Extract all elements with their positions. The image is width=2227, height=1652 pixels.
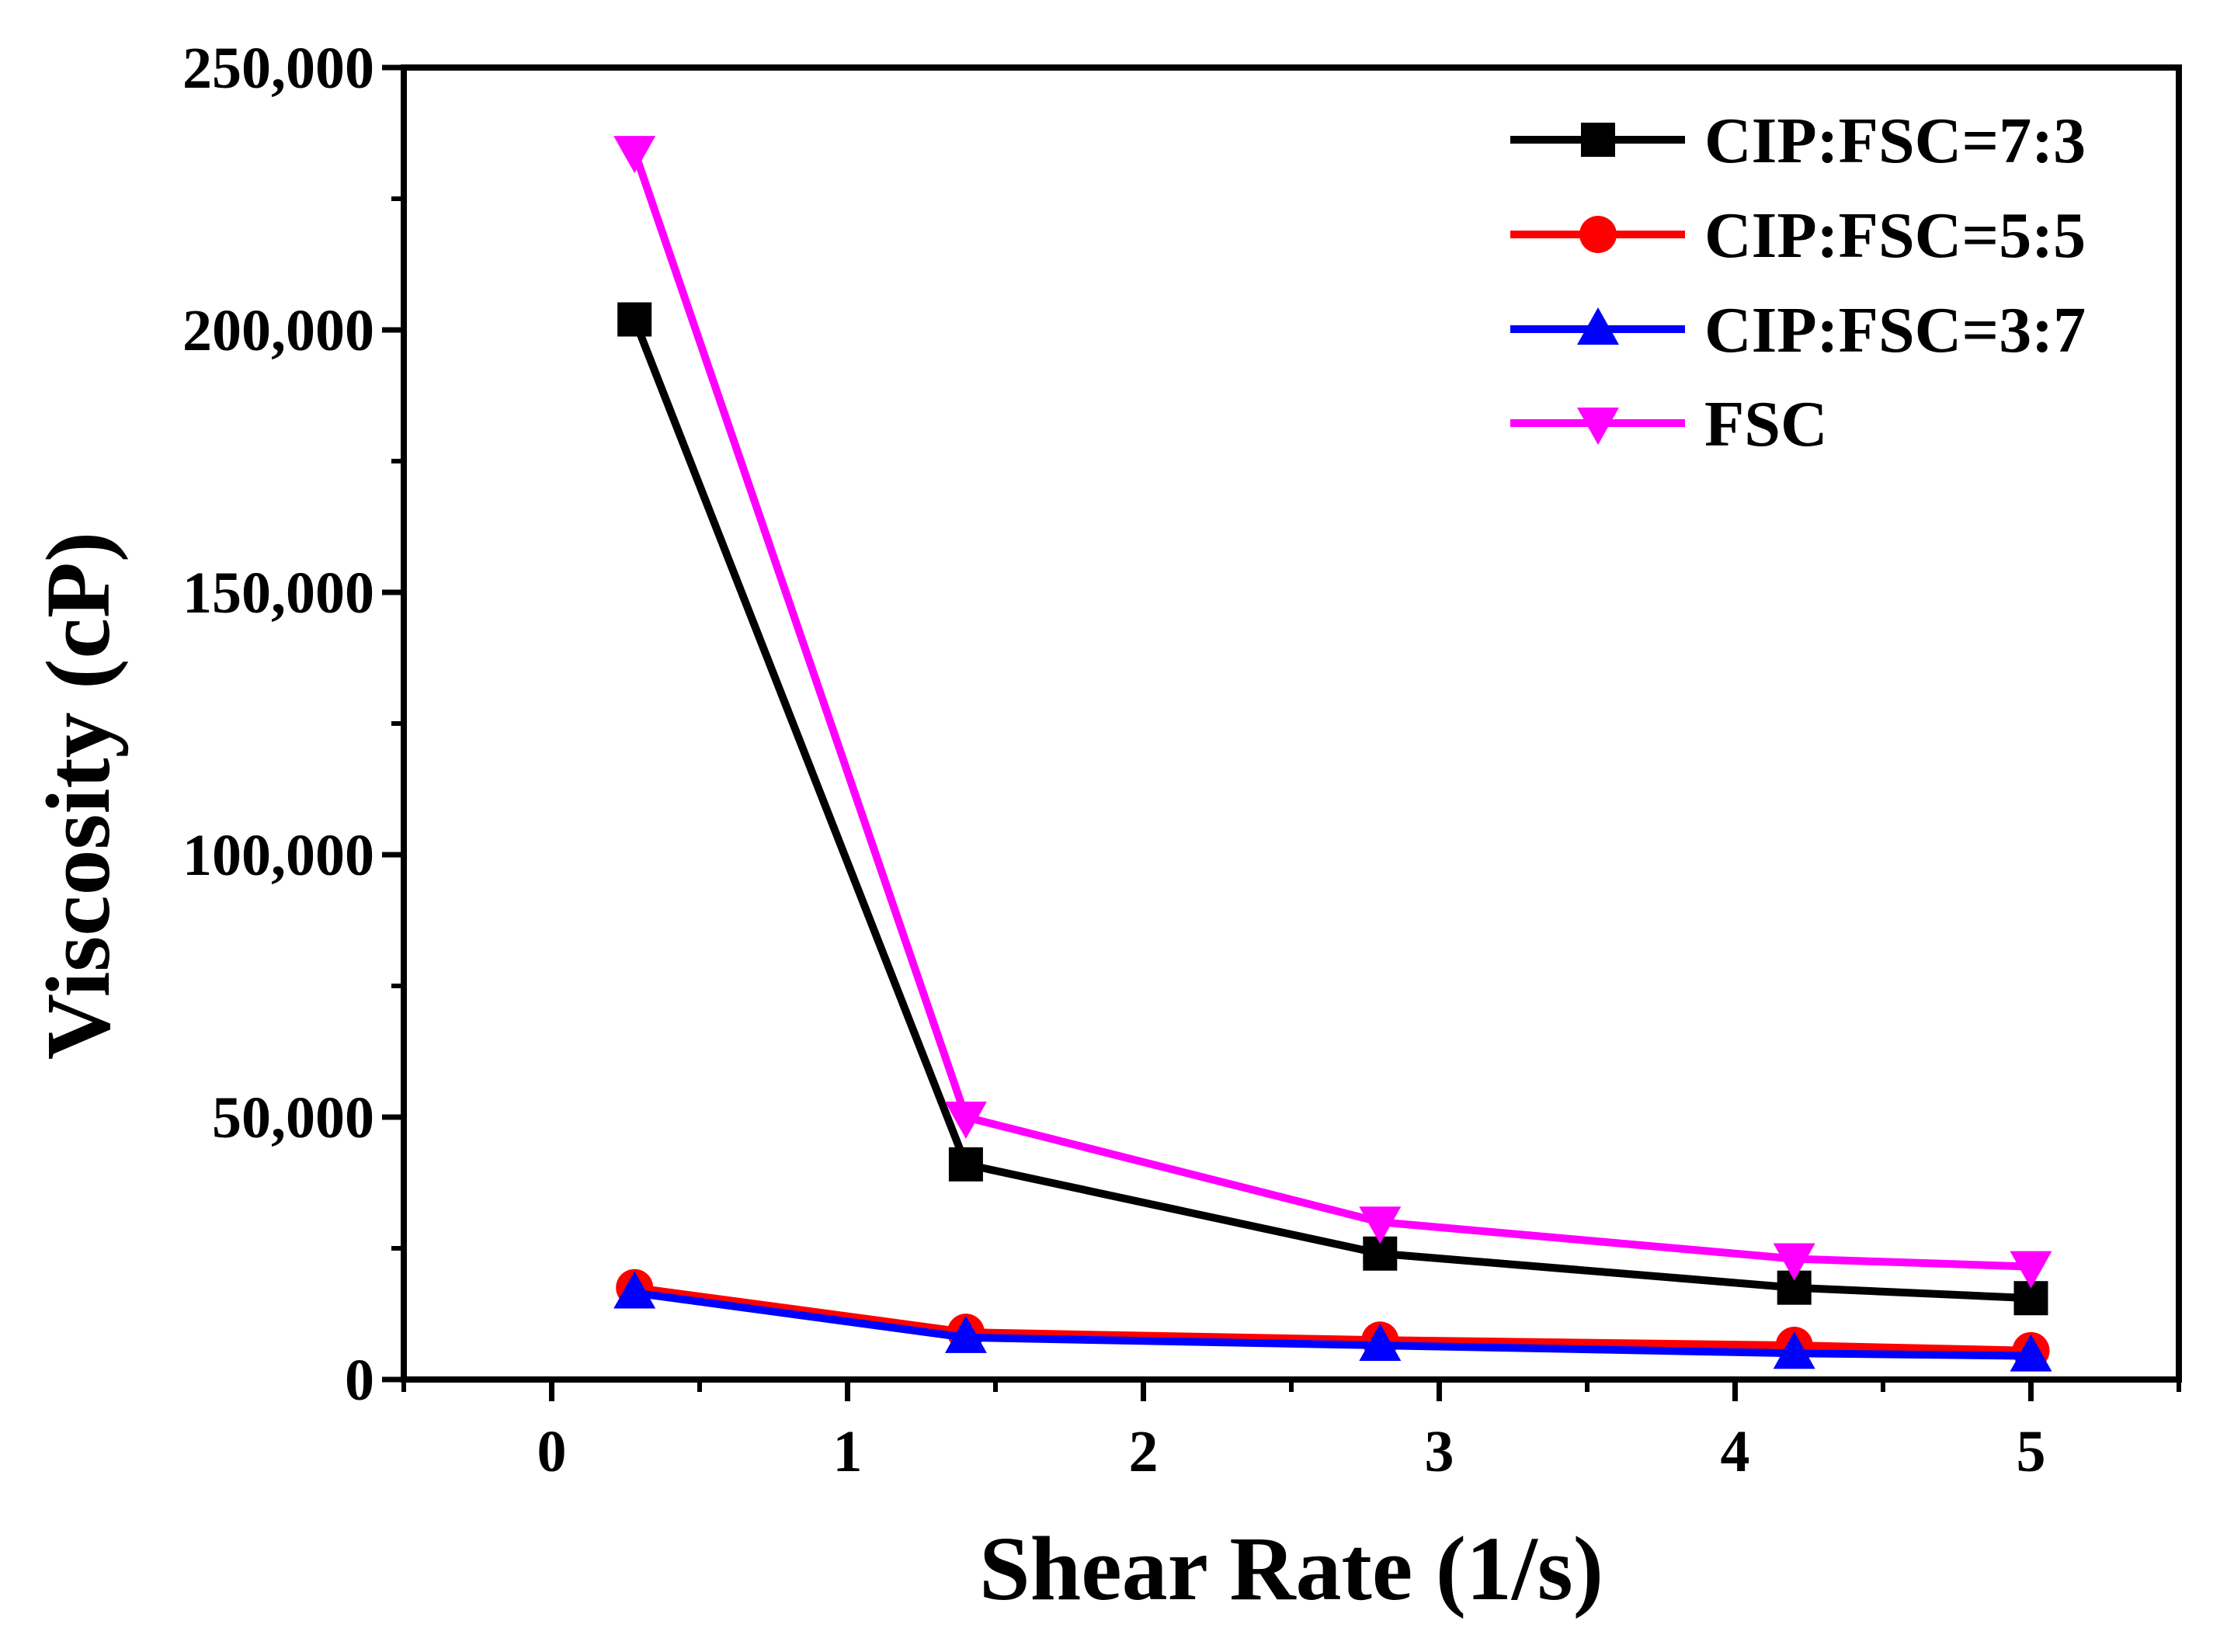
x-tick-label: 2 [1129, 1419, 1159, 1484]
x-axis-title: Shear Rate (1/s) [979, 1518, 1603, 1619]
series-line-cip-fsc-7-3 [631, 318, 2031, 1303]
data-point-fsc [2010, 1251, 2052, 1289]
data-point-fsc [944, 1102, 987, 1139]
y-tick-label: 50,000 [212, 1085, 374, 1150]
series-layer [613, 136, 2052, 1372]
data-point-cip-fsc-3-7 [944, 1315, 987, 1353]
y-tick-label: 200,000 [182, 298, 374, 363]
data-point-fsc [613, 136, 656, 174]
y-axis-title: Viscosity (cP) [27, 532, 129, 1060]
y-tick-label: 250,000 [182, 36, 374, 101]
x-tick-label: 4 [1721, 1419, 1750, 1484]
data-point-cip-fsc-3-7 [1773, 1331, 1815, 1369]
legend-marker [1579, 216, 1617, 253]
data-point-cip-fsc-3-7 [613, 1271, 656, 1309]
data-point-cip-fsc-7-3 [948, 1147, 983, 1182]
y-tick-label: 0 [345, 1348, 374, 1413]
data-point-cip-fsc-3-7 [2010, 1334, 2052, 1372]
x-tick-label: 0 [537, 1419, 567, 1484]
legend-marker [1577, 307, 1619, 345]
data-point-cip-fsc-3-7 [1359, 1324, 1402, 1362]
legend-label: CIP:FSC=5:5 [1704, 200, 2086, 272]
legend-label: CIP:FSC=3:7 [1704, 294, 2086, 366]
x-tick-label: 5 [2017, 1419, 2046, 1484]
legend-marker [1581, 123, 1615, 157]
y-axis: 0 50,000 100,000 150,000 200,000 250,000 [182, 36, 404, 1413]
x-tick-label: 1 [833, 1419, 863, 1484]
y-tick-label: 150,000 [182, 560, 374, 626]
legend-marker [1577, 408, 1619, 445]
legend: CIP:FSC=7:3 CIP:FSC=5:5 CIP:FSC=3:7 FSC [1510, 105, 2086, 460]
data-point-fsc [1773, 1243, 1815, 1281]
data-point-cip-fsc-7-3 [617, 302, 652, 337]
data-point-fsc [1359, 1206, 1402, 1244]
legend-label: FSC [1704, 388, 1828, 460]
x-tick-label: 3 [1425, 1419, 1454, 1484]
x-axis: 0 1 2 3 4 5 [401, 1380, 2181, 1484]
legend-label: CIP:FSC=7:3 [1704, 105, 2086, 177]
y-tick-label: 100,000 [182, 823, 374, 888]
